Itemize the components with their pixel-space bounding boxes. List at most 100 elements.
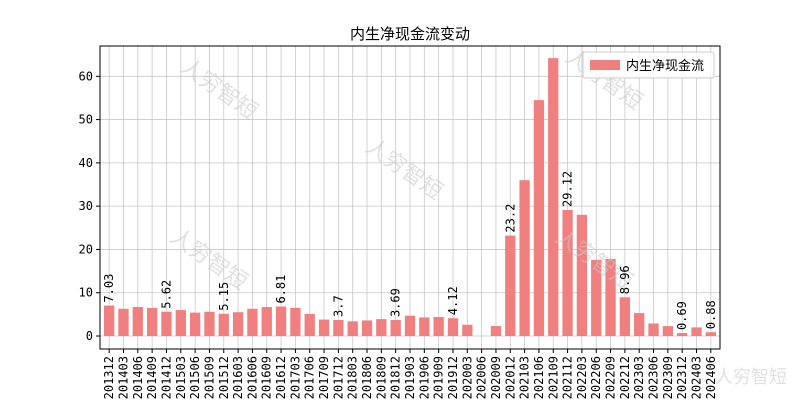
data-labels: 7.03 5.62 5.15 6.81 3.7 3.69 4.12 23.2 29.12 8.96… — [102, 171, 718, 330]
x-tick-label: 201812 — [389, 356, 403, 399]
x-tick-label: 201709 — [317, 356, 331, 399]
bar — [275, 306, 287, 337]
bar — [691, 327, 702, 337]
x-tick-label: 201512 — [217, 356, 231, 399]
bar — [204, 311, 215, 337]
x-tick-label: 201403 — [116, 356, 130, 399]
x-axis-ticks: 201312 201403 201406 201409 201412 201503 2015… — [102, 349, 718, 399]
data-label: 5.62 — [159, 280, 173, 309]
x-tick-label: 202309 — [661, 356, 675, 399]
bar — [304, 313, 315, 337]
bar — [419, 317, 430, 337]
x-tick-label: 202212 — [618, 356, 632, 399]
x-tick-label: 201706 — [303, 356, 317, 399]
x-tick-label: 201409 — [145, 356, 159, 399]
bar — [562, 209, 573, 337]
x-tick-label: 201809 — [374, 356, 388, 399]
bar — [548, 58, 559, 337]
legend: 内生净现金流 — [582, 51, 715, 79]
bar — [619, 297, 631, 337]
bar — [591, 259, 602, 337]
y-tick-label: 60 — [79, 69, 93, 83]
x-tick-label: 201703 — [288, 356, 302, 399]
x-tick-label: 201606 — [245, 356, 259, 399]
data-label: 5.15 — [217, 282, 231, 311]
y-tick-label: 10 — [79, 286, 93, 300]
y-axis-ticks: 0 10 20 30 40 50 60 — [79, 69, 100, 343]
x-tick-label: 202106 — [532, 356, 546, 399]
x-tick-label: 202209 — [604, 356, 618, 399]
bar — [132, 307, 143, 337]
bar — [662, 326, 674, 337]
data-label: 4.12 — [446, 286, 460, 315]
bars — [104, 58, 716, 337]
x-tick-label: 202303 — [632, 356, 646, 399]
x-tick-label: 201712 — [331, 356, 345, 399]
data-label: 3.7 — [331, 295, 345, 317]
data-label: 0.69 — [675, 301, 689, 330]
bar — [433, 316, 444, 337]
data-label: 6.81 — [274, 275, 288, 304]
bar — [447, 318, 459, 337]
legend-box — [582, 51, 715, 79]
x-tick-label: 202203 — [575, 356, 589, 399]
x-tick-label: 201806 — [360, 356, 374, 399]
x-tick-label: 201803 — [346, 356, 360, 399]
bar — [390, 320, 401, 337]
legend-swatch — [590, 60, 620, 70]
bar — [376, 319, 387, 337]
bar — [404, 315, 416, 337]
x-tick-label: 202206 — [589, 356, 603, 399]
bar — [361, 320, 373, 337]
bar — [333, 319, 344, 337]
bar — [175, 310, 186, 337]
bar — [247, 308, 258, 337]
x-tick-label: 201609 — [260, 356, 274, 399]
x-tick-label: 201906 — [417, 356, 431, 399]
bar — [218, 313, 229, 337]
bar — [347, 321, 358, 337]
x-tick-label: 201603 — [231, 356, 245, 399]
bar — [533, 100, 545, 337]
watermark-text: 人穷智短 — [176, 54, 262, 125]
data-label: 29.12 — [561, 171, 575, 207]
bar — [648, 323, 659, 337]
data-label: 23.2 — [503, 204, 517, 233]
bar — [634, 313, 645, 337]
watermark-text: 人穷智短 — [715, 367, 787, 388]
bar — [318, 319, 330, 337]
bar — [232, 312, 244, 337]
bar — [490, 326, 502, 337]
x-tick-label: 202306 — [647, 356, 661, 399]
x-tick-label: 202012 — [503, 356, 517, 399]
bar — [519, 180, 530, 337]
x-tick-label: 201612 — [274, 356, 288, 399]
bar — [705, 332, 716, 337]
watermark-text: 人穷智短 — [166, 224, 252, 295]
bar — [261, 307, 272, 337]
bar — [290, 307, 301, 337]
x-tick-label: 202403 — [690, 356, 704, 399]
bar — [146, 307, 158, 337]
x-tick-label: 202312 — [675, 356, 689, 399]
y-tick-label: 40 — [79, 156, 93, 170]
bar — [505, 235, 516, 337]
x-tick-label: 201912 — [446, 356, 460, 399]
x-tick-label: 202109 — [546, 356, 560, 399]
bar — [462, 324, 473, 337]
x-tick-label: 201506 — [188, 356, 202, 399]
x-tick-label: 201406 — [131, 356, 145, 399]
y-tick-label: 20 — [79, 242, 93, 256]
x-tick-label: 201503 — [174, 356, 188, 399]
x-tick-label: 202006 — [475, 356, 489, 399]
x-tick-label: 201903 — [403, 356, 417, 399]
data-label: 7.03 — [102, 274, 116, 303]
chart-title: 内生净现金流变动 — [350, 25, 470, 43]
bar — [104, 305, 115, 337]
x-tick-label: 202003 — [460, 356, 474, 399]
bar — [189, 312, 201, 337]
bar — [605, 258, 616, 337]
x-tick-label: 201412 — [159, 356, 173, 399]
